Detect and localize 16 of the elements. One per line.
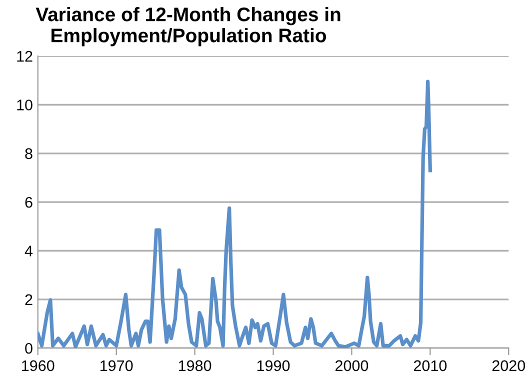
y-tick-label: 0 <box>25 342 32 354</box>
x-tick-label: 1960 <box>22 360 54 372</box>
line-series <box>38 80 432 348</box>
y-tick-label: 6 <box>25 196 32 208</box>
y-tick-label: 2 <box>25 294 32 305</box>
x-tick-label: 1990 <box>257 360 290 372</box>
chart-title: Variance of 12-Month Changes in Employment/Population Ratio <box>36 7 340 46</box>
x-tick-label: 1980 <box>178 360 212 372</box>
y-tick-label: 12 <box>17 50 32 62</box>
y-tick-label: 4 <box>24 246 33 256</box>
y-tick-label: 8 <box>25 148 32 160</box>
x-tick-label: 2010 <box>414 360 447 372</box>
x-tick-label: 2000 <box>335 360 368 372</box>
y-tick-label: 10 <box>17 100 32 110</box>
x-tick-label: 2020 <box>492 360 526 372</box>
x-tick-label: 1970 <box>100 360 133 372</box>
